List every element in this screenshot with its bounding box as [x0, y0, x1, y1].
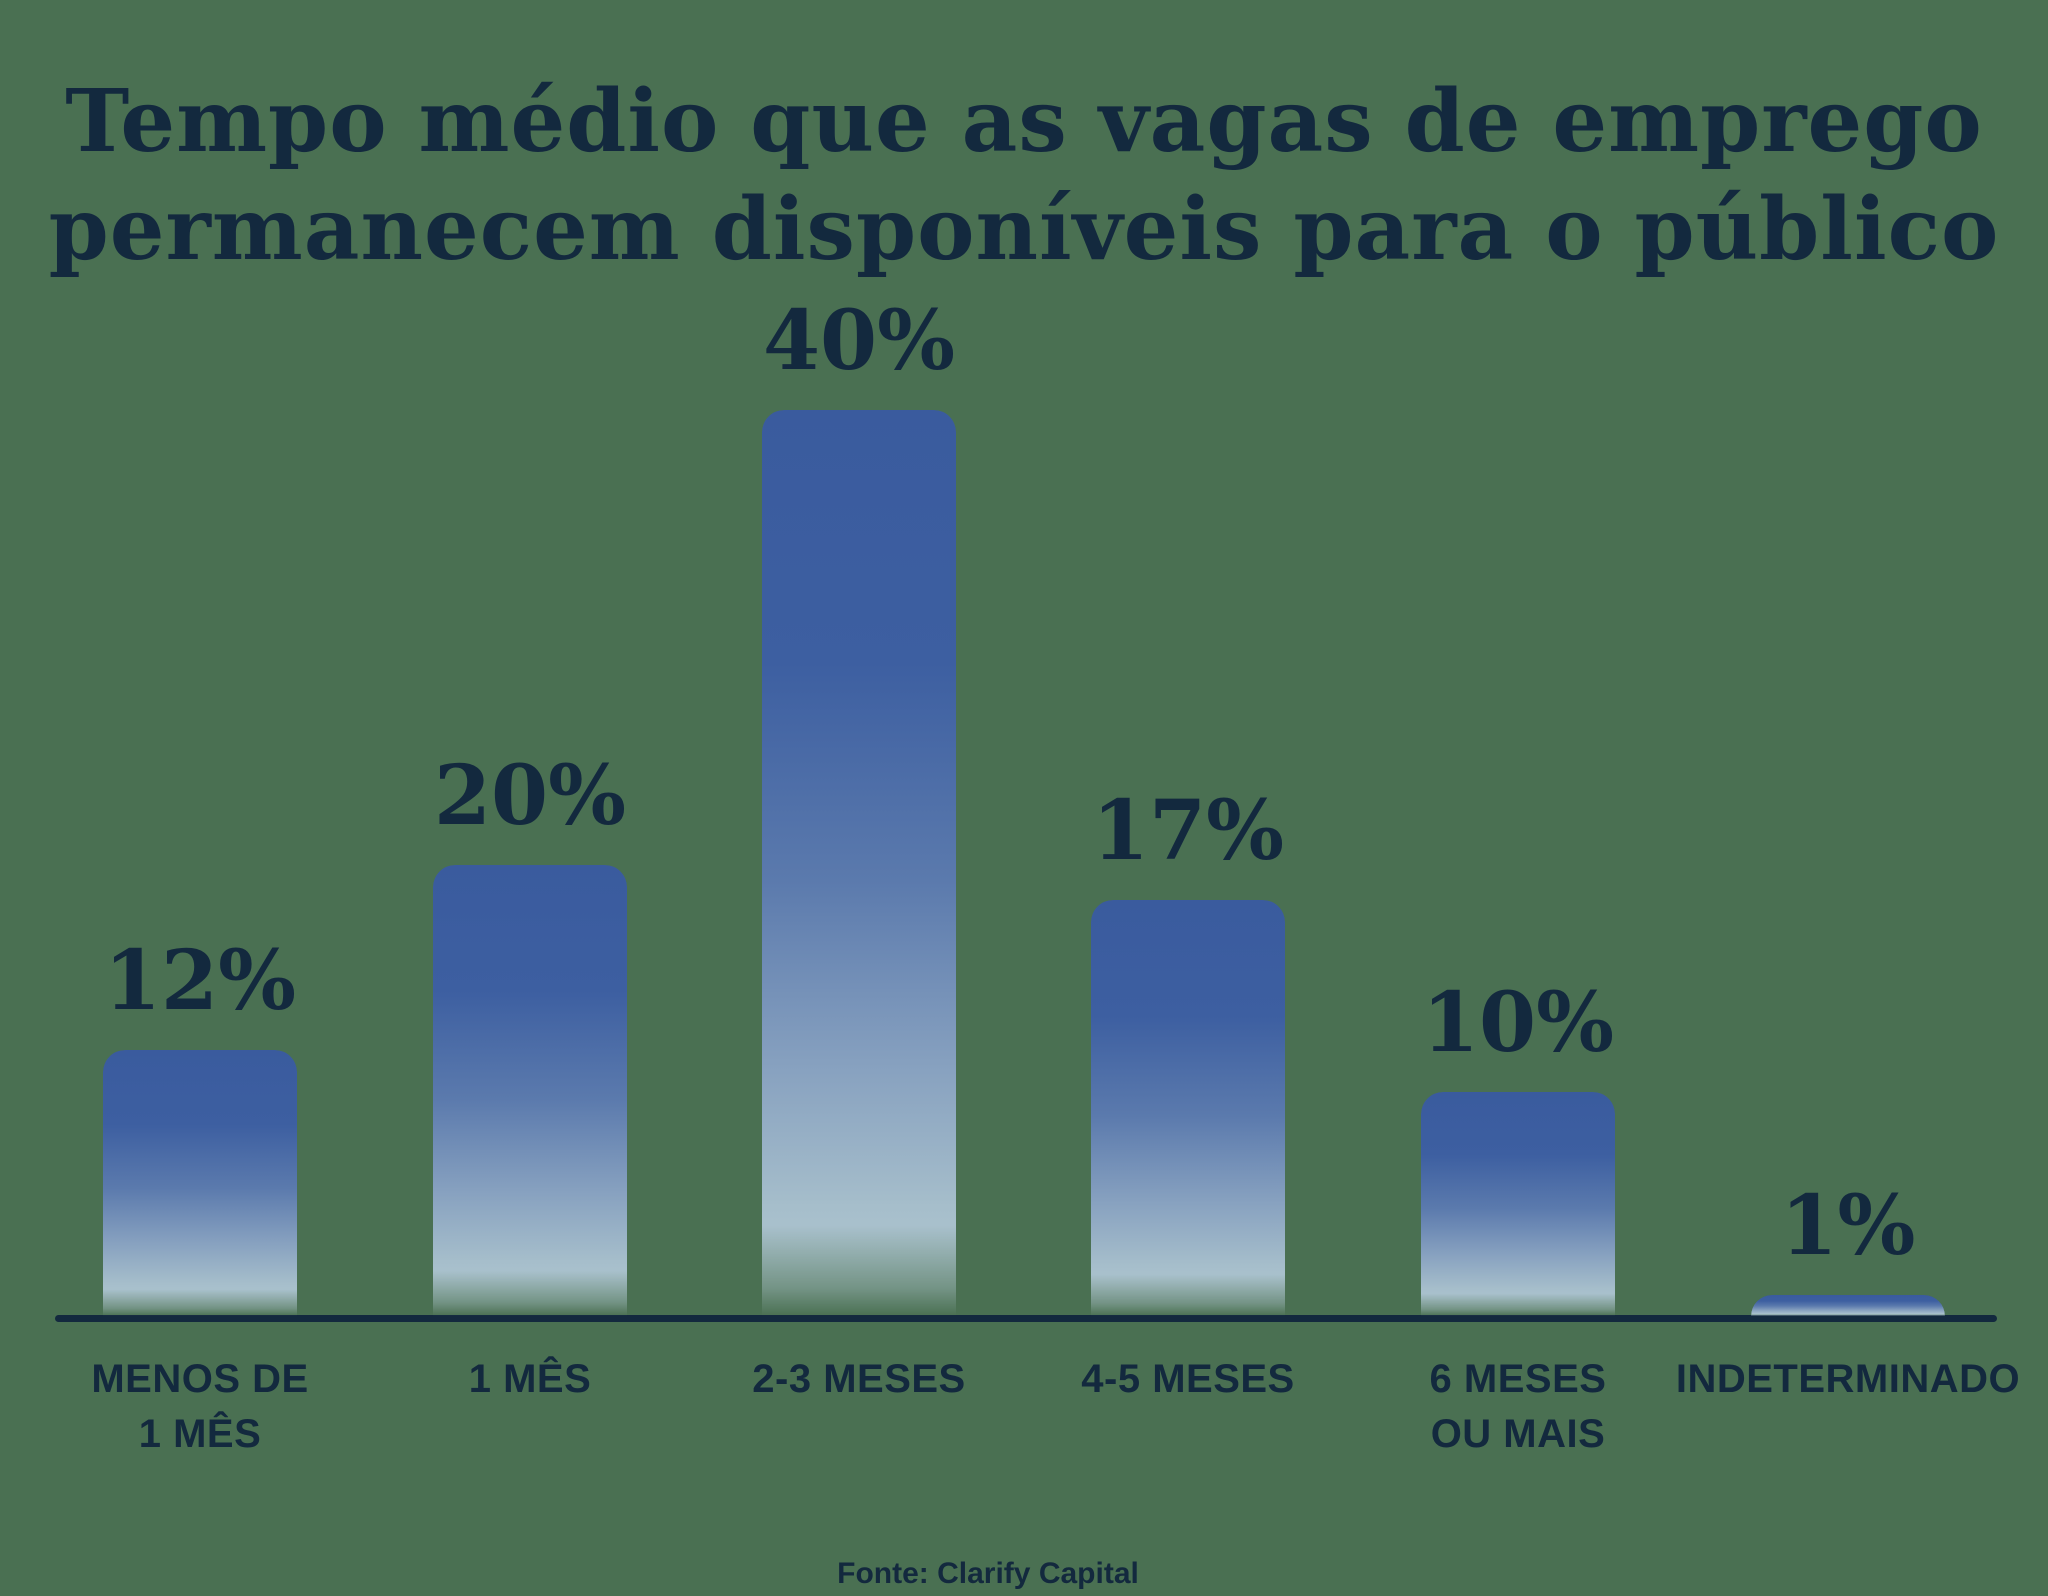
chart-title: Tempo médio que as vagas de emprego perm… — [0, 68, 2048, 284]
bar-value-label-2: 20% — [433, 748, 627, 844]
source-credit: Fonte: Clarify Capital — [837, 1557, 1139, 1590]
bar-value-label-3: 40% — [762, 293, 956, 389]
bar-6 — [1751, 1295, 1945, 1316]
bar-3 — [762, 410, 956, 1316]
category-label-6: INDETERMINADO — [1675, 1357, 2021, 1401]
category-label-2: 1 MÊS — [468, 1357, 592, 1401]
category-label-4: 4-5 MESES — [1081, 1357, 1295, 1401]
chart-title-line-2: permanecem disponíveis para o público — [48, 178, 2000, 280]
bar-value-label-6: 1% — [1780, 1178, 1916, 1274]
bar-value-label-5: 10% — [1421, 975, 1615, 1071]
bar-value-label-1: 12% — [103, 933, 297, 1029]
x-axis-line — [55, 1315, 1997, 1322]
category-label-5: 6 MESES OU MAIS — [1429, 1357, 1607, 1456]
bar-value-label-4: 17% — [1091, 783, 1285, 879]
chart-title-line-1: Tempo médio que as vagas de emprego — [65, 70, 1983, 172]
bar-5 — [1421, 1092, 1615, 1316]
category-label-1: MENOS DE 1 MÊS — [91, 1357, 309, 1456]
bar-2 — [433, 865, 627, 1316]
bar-4 — [1091, 900, 1285, 1316]
category-label-3: 2-3 MESES — [752, 1357, 966, 1401]
bar-1 — [103, 1050, 297, 1316]
